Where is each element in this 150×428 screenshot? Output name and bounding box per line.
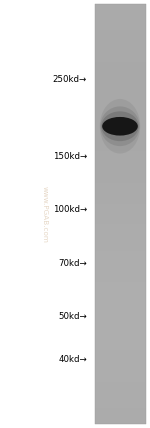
Bar: [94, 198, 146, 203]
Bar: [94, 413, 146, 419]
Bar: [94, 366, 146, 372]
Bar: [94, 36, 146, 41]
Bar: [94, 403, 146, 408]
Bar: [94, 188, 146, 193]
Bar: [94, 109, 146, 114]
Ellipse shape: [100, 107, 140, 146]
Bar: [94, 219, 146, 224]
Bar: [94, 361, 146, 366]
Ellipse shape: [101, 111, 139, 141]
Bar: [94, 356, 146, 361]
Bar: [94, 156, 146, 162]
Bar: [94, 246, 146, 251]
Bar: [94, 4, 146, 424]
Bar: [94, 272, 146, 277]
Bar: [94, 88, 146, 93]
Bar: [94, 382, 146, 387]
Bar: [94, 209, 146, 214]
Bar: [94, 62, 146, 67]
Bar: [94, 57, 146, 62]
Bar: [94, 183, 146, 188]
Bar: [94, 193, 146, 198]
Bar: [94, 419, 146, 424]
Bar: [94, 177, 146, 183]
Bar: [94, 15, 146, 20]
Bar: [94, 288, 146, 293]
Bar: [94, 277, 146, 282]
Bar: [94, 46, 146, 51]
Bar: [94, 172, 146, 177]
Bar: [94, 308, 146, 314]
Text: 50kd→: 50kd→: [58, 312, 87, 321]
Bar: [94, 162, 146, 167]
Bar: [94, 130, 146, 135]
Bar: [94, 319, 146, 324]
Bar: [94, 392, 146, 398]
Bar: [94, 20, 146, 25]
Bar: [94, 25, 146, 30]
Bar: [94, 240, 146, 245]
Bar: [94, 335, 146, 340]
Bar: [94, 114, 146, 119]
Bar: [94, 119, 146, 125]
Bar: [94, 350, 146, 356]
Bar: [94, 387, 146, 392]
Bar: [94, 135, 146, 141]
Bar: [94, 314, 146, 319]
Text: www.PGAB.com: www.PGAB.com: [41, 186, 47, 242]
Bar: [94, 125, 146, 130]
Bar: [94, 204, 146, 209]
Bar: [94, 104, 146, 109]
Bar: [94, 324, 146, 330]
Bar: [94, 235, 146, 240]
Bar: [94, 303, 146, 308]
Text: 150kd→: 150kd→: [53, 152, 87, 161]
Bar: [94, 141, 146, 146]
Bar: [94, 30, 146, 36]
Bar: [94, 298, 146, 303]
Text: 100kd→: 100kd→: [53, 205, 87, 214]
Bar: [94, 224, 146, 230]
Bar: [94, 330, 146, 335]
Bar: [94, 67, 146, 72]
Bar: [94, 408, 146, 413]
Bar: [94, 41, 146, 46]
Bar: [94, 293, 146, 298]
Bar: [94, 398, 146, 403]
Bar: [94, 256, 146, 261]
Bar: [94, 93, 146, 99]
Bar: [94, 340, 146, 345]
Bar: [94, 151, 146, 156]
Text: 70kd→: 70kd→: [58, 259, 87, 268]
Text: 250kd→: 250kd→: [53, 74, 87, 84]
Bar: [94, 266, 146, 272]
Bar: [94, 51, 146, 57]
Ellipse shape: [100, 99, 140, 154]
Bar: [94, 146, 146, 151]
Bar: [94, 98, 146, 104]
Bar: [94, 167, 146, 172]
Bar: [94, 9, 146, 15]
Bar: [94, 214, 146, 219]
Bar: [94, 345, 146, 350]
Bar: [94, 72, 146, 78]
Ellipse shape: [102, 117, 138, 136]
Bar: [94, 83, 146, 88]
Bar: [94, 4, 146, 9]
Bar: [94, 377, 146, 382]
Bar: [94, 282, 146, 288]
Bar: [94, 251, 146, 256]
Bar: [94, 372, 146, 377]
Bar: [94, 230, 146, 235]
Bar: [94, 261, 146, 266]
Text: 40kd→: 40kd→: [58, 355, 87, 364]
Bar: [94, 78, 146, 83]
